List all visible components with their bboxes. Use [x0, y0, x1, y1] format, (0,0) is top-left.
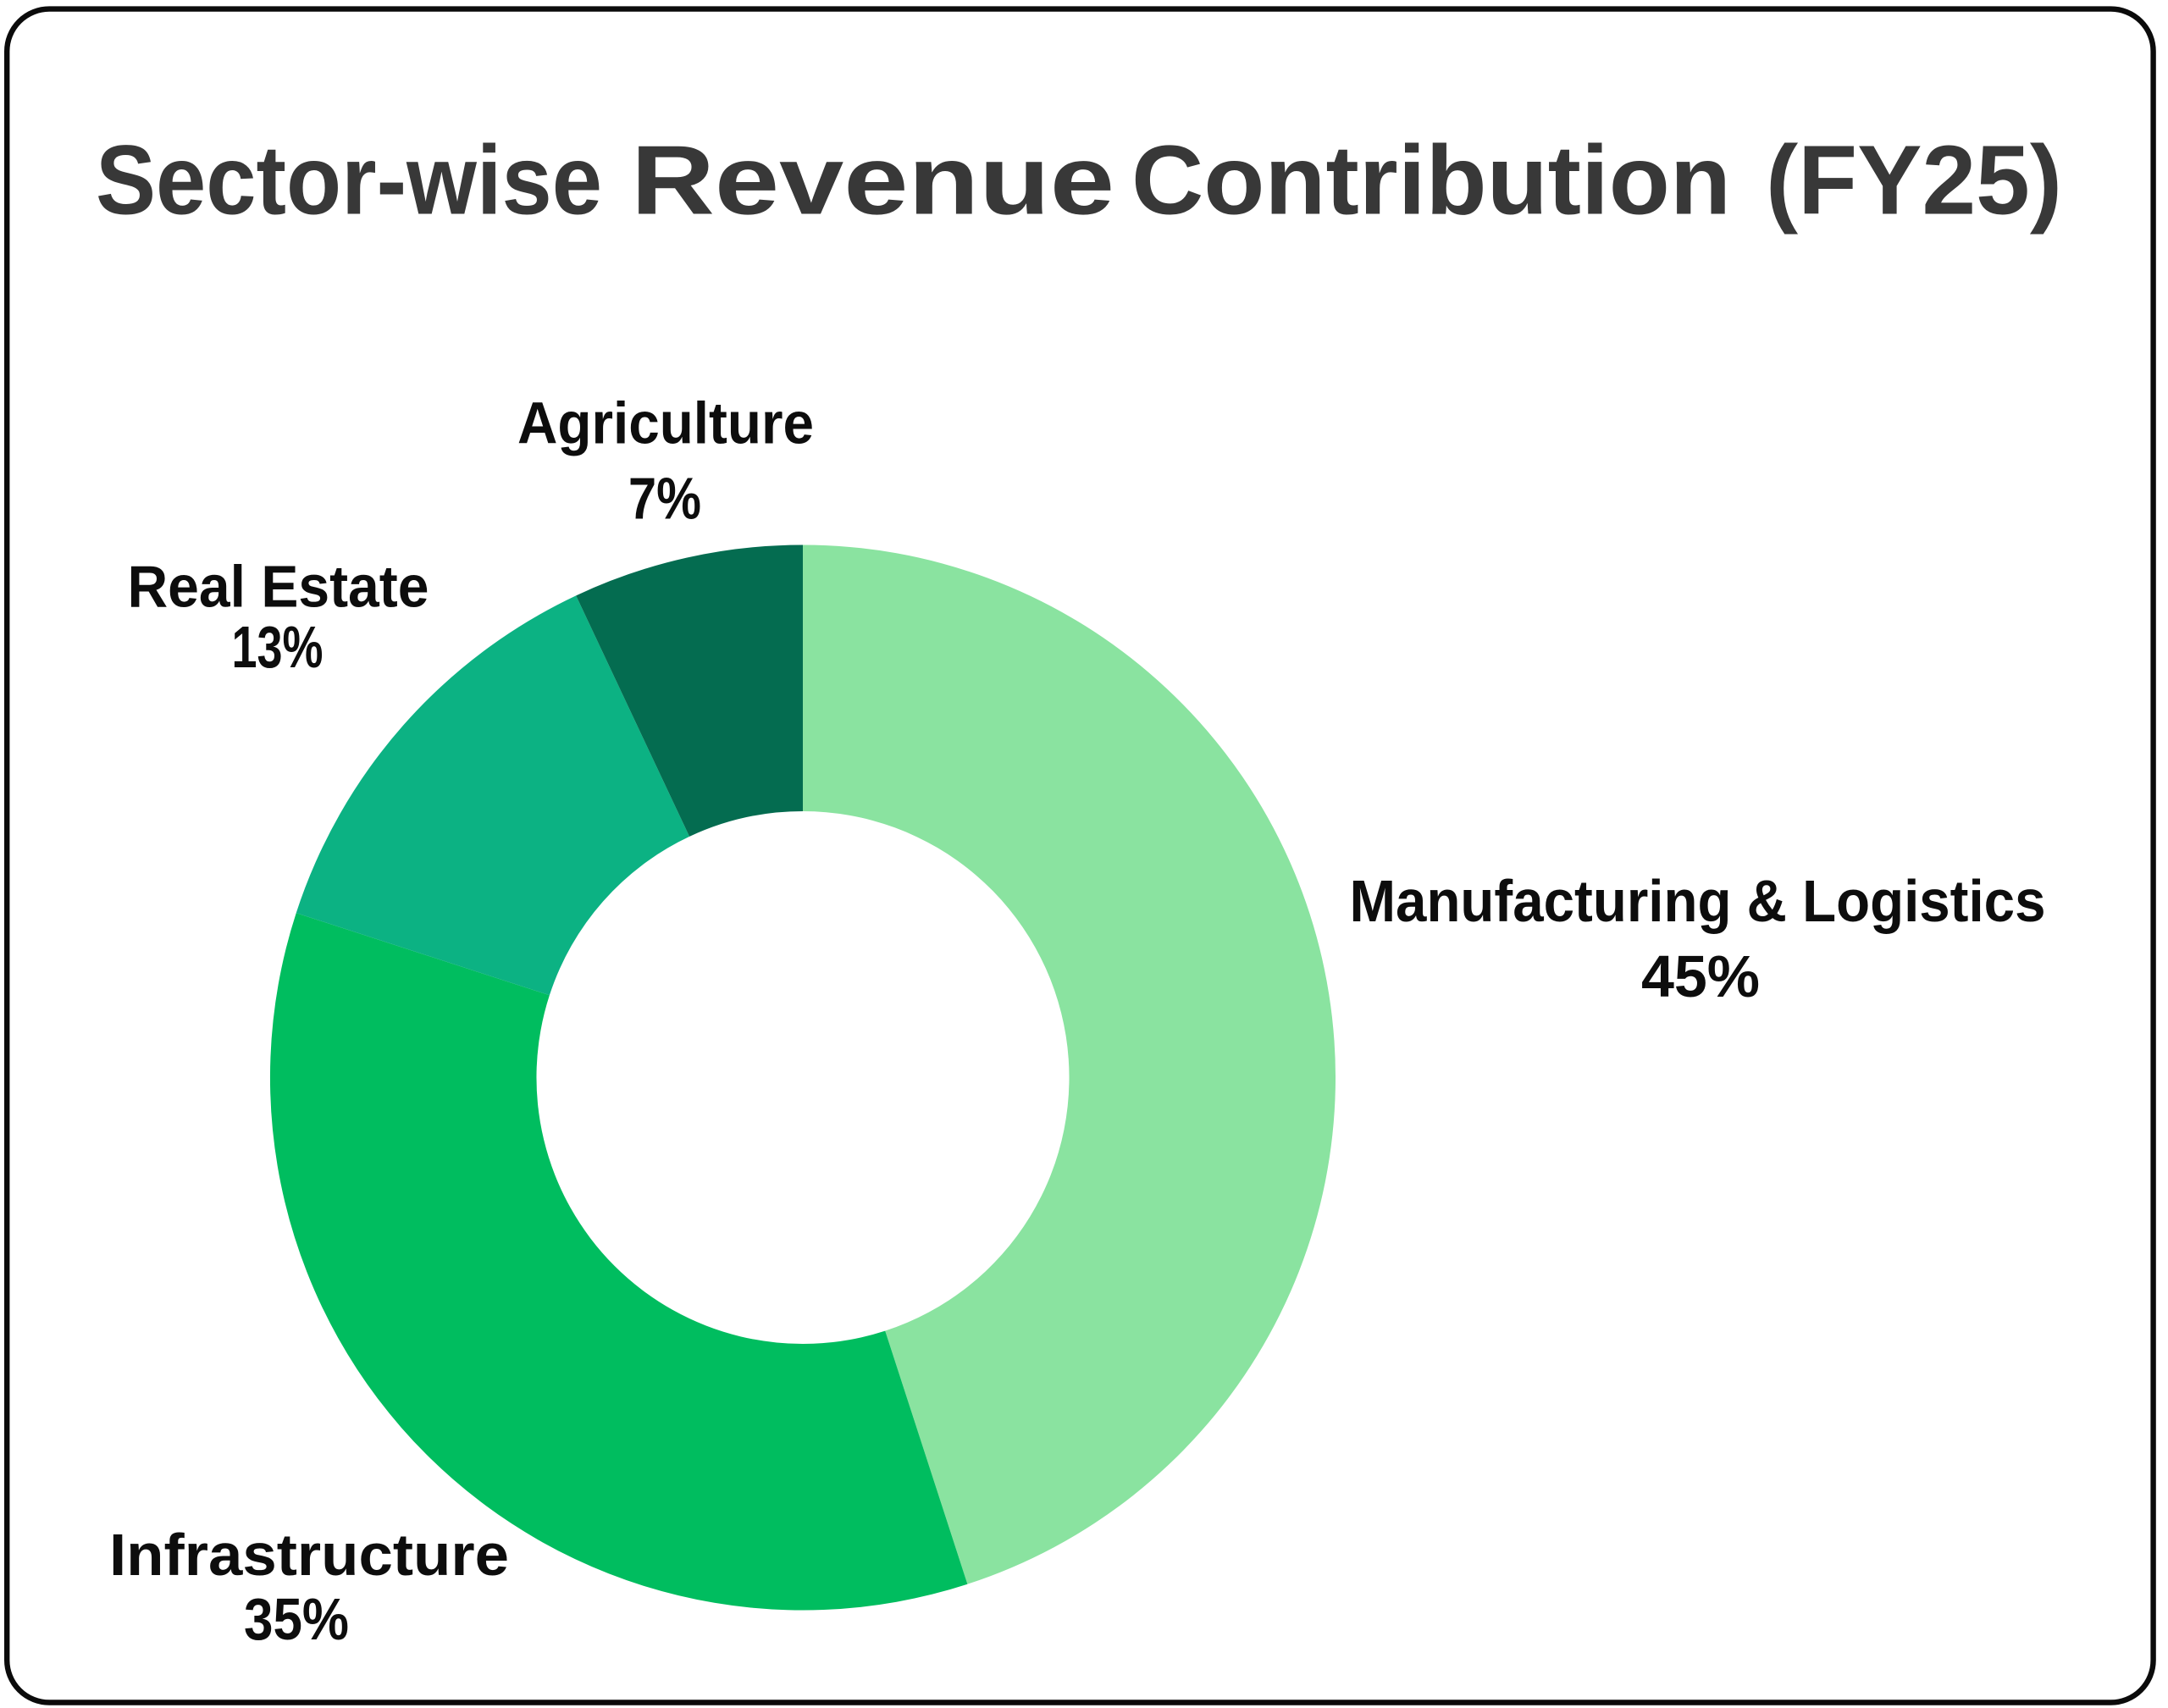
svg-text:45%: 45% — [1641, 943, 1760, 1009]
svg-text:Sector-wise: Sector-wise — [96, 125, 602, 235]
svg-text:Infrastructure: Infrastructure — [109, 1522, 509, 1588]
svg-text:Real Estate: Real Estate — [128, 554, 429, 620]
svg-text:Revenue: Revenue — [631, 125, 1114, 235]
svg-text:35%: 35% — [244, 1586, 349, 1652]
svg-text:(FY25): (FY25) — [1766, 125, 2062, 235]
svg-text:Contribution: Contribution — [1131, 125, 1731, 235]
svg-text:7%: 7% — [628, 466, 701, 532]
svg-text:Agriculture: Agriculture — [517, 390, 814, 456]
svg-text:Manufacturing & Logistics: Manufacturing & Logistics — [1350, 868, 2046, 934]
svg-text:13%: 13% — [232, 614, 324, 680]
